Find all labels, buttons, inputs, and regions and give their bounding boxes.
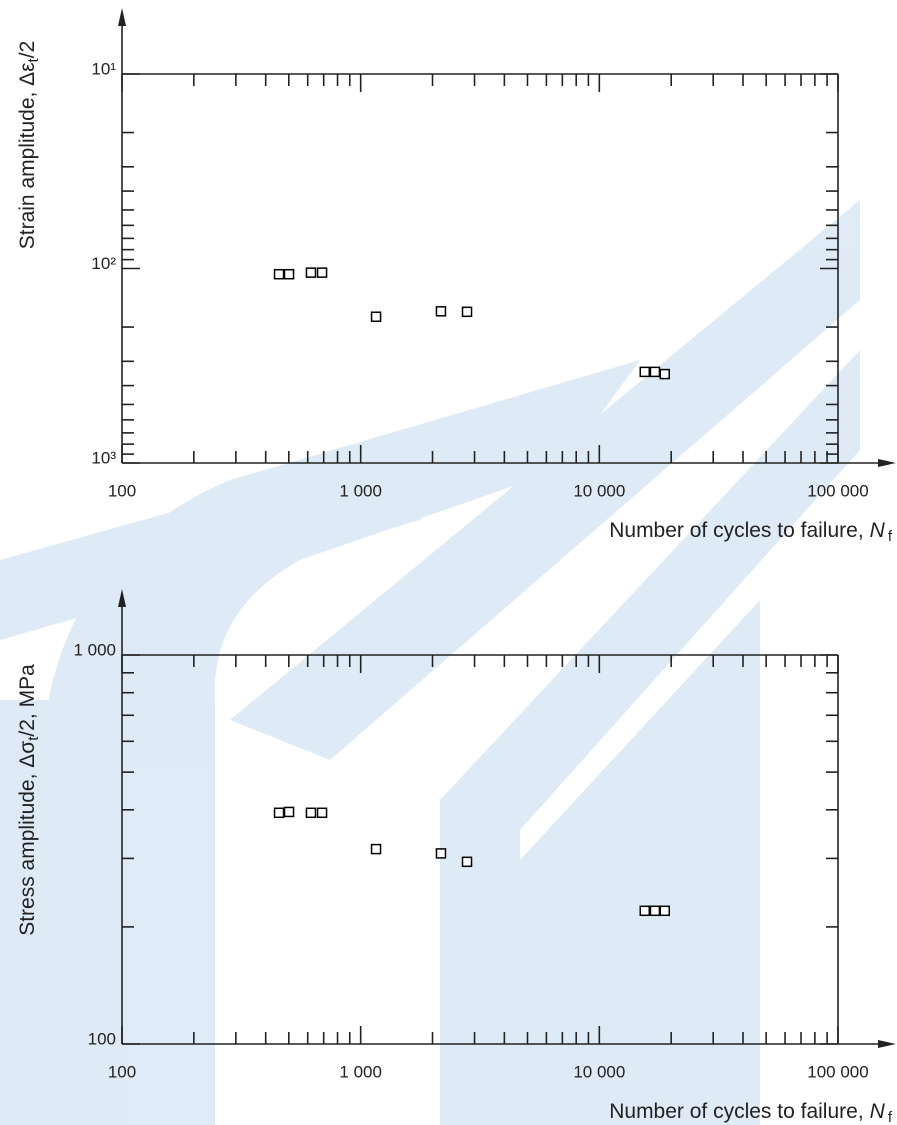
y-axis-arrow bbox=[118, 8, 126, 26]
x-tick-label: 10 000 bbox=[573, 1062, 625, 1081]
y-axis-arrow bbox=[118, 589, 126, 607]
watermark-shape bbox=[0, 420, 500, 640]
watermark-shape bbox=[0, 700, 110, 1125]
y-label-suffix: /2, MPa bbox=[16, 664, 39, 737]
x-tick-label: 10 000 bbox=[573, 481, 625, 500]
y-axis-label: Stress amplitude, Δσt/2, MPa bbox=[16, 664, 42, 936]
x-axis-arrow bbox=[878, 1040, 896, 1048]
data-point bbox=[649, 366, 661, 378]
y-tick-label: 10¹ bbox=[91, 59, 116, 78]
x-tick-label: 1 000 bbox=[339, 481, 382, 500]
data-point bbox=[639, 366, 651, 378]
x-tick-label: 1 000 bbox=[339, 1062, 382, 1081]
x-tick-label: 100 000 bbox=[807, 1062, 868, 1081]
watermark-shape bbox=[230, 200, 860, 760]
y-label-suffix: /2 bbox=[16, 41, 39, 59]
data-point bbox=[283, 268, 295, 280]
data-point bbox=[273, 268, 285, 280]
x-label-text: Number of cycles to failure, bbox=[609, 519, 863, 542]
chart: 100 1 000 10 000 100 000 10¹ 10² 10³ Number of … bbox=[16, 8, 896, 545]
chart: 100 1 000 10 000 100 000 100 1 000 Number of c… bbox=[16, 589, 896, 1125]
y-label-text: Strain amplitude, Δε bbox=[16, 62, 39, 249]
x-label-symbol: N bbox=[870, 519, 886, 542]
y-axis-label: Strain amplitude, Δεt/2 bbox=[16, 41, 42, 250]
data-point bbox=[461, 856, 473, 868]
data-point bbox=[659, 368, 671, 380]
x-label-subscript: f bbox=[888, 528, 893, 545]
watermark-shape bbox=[440, 350, 860, 1125]
watermark-shape bbox=[520, 600, 760, 1125]
data-point bbox=[639, 905, 651, 917]
x-tick-label: 100 bbox=[108, 481, 136, 500]
x-label-text: Number of cycles to failure, bbox=[609, 1100, 863, 1123]
data-point bbox=[283, 806, 295, 818]
data-point bbox=[435, 848, 447, 859]
x-label-symbol: N bbox=[870, 1100, 886, 1123]
y-tick-label: 10² bbox=[91, 254, 116, 273]
data-point bbox=[305, 267, 317, 278]
y-tick-label: 100 bbox=[88, 1029, 116, 1048]
x-tick-label: 100 bbox=[108, 1062, 136, 1081]
data-point bbox=[659, 905, 671, 917]
data-point bbox=[435, 306, 447, 317]
x-axis-arrow bbox=[878, 459, 896, 467]
data-point bbox=[316, 267, 328, 278]
data-point bbox=[370, 311, 382, 322]
data-point bbox=[649, 905, 661, 917]
x-label-subscript: f bbox=[888, 1109, 893, 1125]
data-point bbox=[305, 807, 317, 819]
data-point bbox=[461, 306, 473, 318]
y-label-subscript: t bbox=[25, 736, 42, 741]
x-tick-label: 100 000 bbox=[807, 481, 868, 500]
y-tick-label: 1 000 bbox=[73, 640, 116, 659]
data-point bbox=[370, 843, 382, 855]
y-label-text: Stress amplitude, Δσ bbox=[16, 741, 39, 936]
y-tick-label: 10³ bbox=[91, 448, 116, 467]
data-point bbox=[316, 807, 328, 819]
y-label-subscript: t bbox=[25, 57, 42, 62]
data-point bbox=[273, 807, 285, 819]
watermark bbox=[0, 200, 860, 1125]
